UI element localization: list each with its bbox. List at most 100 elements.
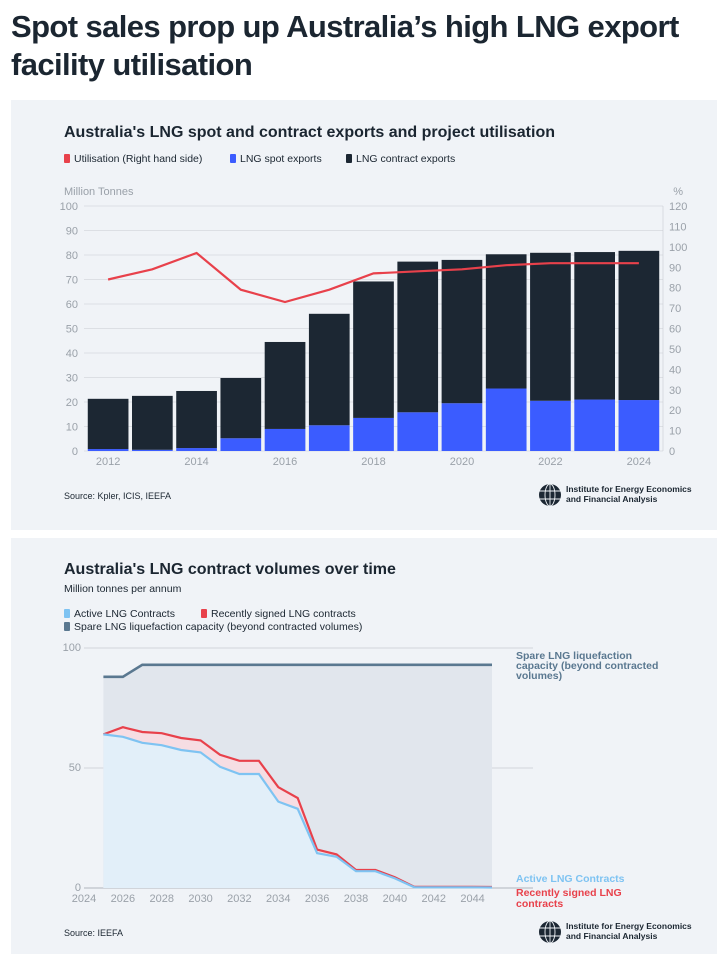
x-tick-label: 2030	[188, 893, 212, 905]
x-axis: 2012 2014 2016 2018 2020 2022 2024	[96, 456, 651, 468]
series-line-utilisation	[107, 251, 639, 304]
y2-tick-label: 110	[669, 221, 687, 233]
y2-tick-label: 20	[669, 405, 681, 417]
y-tick-label: 0	[75, 882, 81, 894]
legend-label-utilisation: Utilisation (Right hand side)	[74, 153, 202, 165]
x-tick-label: 2020	[450, 456, 474, 468]
y2-tick-label: 80	[669, 283, 681, 295]
bar-contract-2013	[132, 395, 173, 450]
bar-spot-2018	[353, 417, 394, 451]
legend-swatch-spot	[230, 154, 236, 163]
chart-legend: Active LNG Contracts Recently signed LNG…	[64, 608, 362, 633]
chart-legend: Utilisation (Right hand side) LNG spot e…	[64, 153, 455, 165]
bar-spot-2015	[220, 438, 262, 451]
y2-tick-label: 30	[669, 385, 681, 397]
legend-label-spare: Spare LNG liquefaction capacity (beyond …	[74, 621, 362, 633]
legend-label-recent: Recently signed LNG contracts	[211, 608, 356, 620]
y2-tick-label: 50	[669, 344, 681, 356]
bar-contract-2023	[574, 252, 615, 400]
x-tick-label: 2044	[460, 893, 484, 905]
bar-contract-2014	[176, 390, 217, 449]
y2-tick-label: 0	[669, 446, 675, 458]
end-label-spare-line2: capacity (beyond contracted	[516, 660, 658, 672]
legend-swatch-spare	[64, 622, 70, 631]
end-label-recent-line2: contracts	[516, 898, 563, 910]
y-tick-label: 80	[66, 250, 78, 262]
end-label-active: Active LNG Contracts	[516, 873, 625, 885]
y2-tick-label: 10	[669, 426, 681, 438]
y-tick-label: 30	[66, 373, 78, 385]
y-axis-right: 0 10 20 30 40 50 60 70 80 90 100 110 120	[669, 201, 687, 458]
y-axis-label-left: Million Tonnes	[64, 186, 134, 198]
x-axis: 2024 2026 2028 2030 2032 2034 2036 2038 2040 2042…	[72, 893, 485, 905]
series-line-active	[103, 733, 493, 889]
logo-text-line1: Institute for Energy Economics	[566, 921, 692, 931]
y-axis-label-right: %	[673, 186, 683, 198]
end-label-recent-line1: Recently signed LNG	[516, 887, 622, 899]
y-tick-label: 100	[60, 201, 78, 213]
bar-spot-2023	[574, 399, 615, 451]
y-axis-left: 0 10 20 30 40 50 60 70 80 90 100	[60, 201, 78, 458]
y2-tick-label: 90	[669, 262, 681, 274]
source-note: Source: IEEFA	[64, 928, 123, 938]
y2-tick-label: 40	[669, 364, 681, 376]
bar-contract-2024	[618, 250, 660, 401]
bar-contract-2020	[441, 259, 483, 404]
x-tick-label: 2024	[72, 893, 96, 905]
legend-label-contract: LNG contract exports	[356, 153, 455, 165]
ieefa-logo: Institute for Energy Economics and Finan…	[539, 483, 692, 507]
legend-swatch-contract	[346, 154, 352, 163]
y-tick-label: 50	[69, 762, 81, 774]
contract-chart-panel: Australia's LNG contract volumes over ti…	[11, 538, 717, 954]
ieefa-logo: Institute for Energy Economics and Finan…	[539, 920, 692, 944]
end-label-spare: Spare LNG liquefaction capacity (beyond …	[516, 650, 658, 682]
x-tick-label: 2034	[266, 893, 290, 905]
x-tick-label: 2014	[184, 456, 208, 468]
legend-label-active: Active LNG Contracts	[74, 608, 175, 620]
chart-title: Australia's LNG contract volumes over ti…	[64, 561, 396, 578]
bar-contract-2017	[308, 313, 350, 426]
series-line-spare	[103, 663, 492, 679]
y-tick-label: 40	[66, 348, 78, 360]
x-tick-label: 2040	[383, 893, 407, 905]
bar-contract-2019	[397, 261, 439, 413]
globe-icon	[539, 920, 561, 944]
contract-chart: Australia's LNG contract volumes over ti…	[63, 561, 692, 944]
x-tick-label: 2016	[273, 456, 297, 468]
bar-contract-2022	[530, 252, 571, 401]
legend-swatch-utilisation	[64, 154, 70, 163]
y2-tick-label: 70	[669, 303, 681, 315]
chart-subtitle: Million tonnes per annum	[64, 583, 182, 595]
end-label-recent: Recently signed LNG contracts	[516, 887, 622, 910]
legend-label-spot: LNG spot exports	[240, 153, 322, 165]
bar-spot-2014	[176, 448, 217, 451]
bar-spot-2013	[132, 449, 173, 451]
x-tick-label: 2038	[344, 893, 368, 905]
bar-spot-2012	[87, 449, 129, 451]
bar-contract-2015	[220, 377, 262, 439]
bars	[87, 250, 660, 451]
y-tick-label: 100	[63, 642, 81, 654]
source-note: Source: Kpler, ICIS, IEEFA	[64, 491, 171, 501]
y2-tick-label: 120	[669, 201, 687, 213]
y-tick-label: 70	[66, 275, 78, 287]
bar-contract-2012	[87, 398, 129, 450]
x-tick-label: 2018	[361, 456, 385, 468]
export-chart: Australia's LNG spot and contract export…	[60, 124, 692, 507]
x-tick-label: 2036	[305, 893, 329, 905]
legend-swatch-active	[64, 609, 70, 618]
x-tick-label: 2012	[96, 456, 120, 468]
x-tick-label: 2042	[421, 893, 445, 905]
bar-spot-2020	[441, 403, 483, 451]
y-tick-label: 90	[66, 226, 78, 238]
bar-spot-2022	[530, 400, 571, 451]
y2-tick-label: 60	[669, 324, 681, 336]
bar-contract-2016	[264, 341, 306, 429]
bar-spot-2021	[485, 388, 527, 451]
x-tick-label: 2026	[111, 893, 135, 905]
logo-text-line2: and Financial Analysis	[566, 931, 658, 941]
legend-swatch-recent	[201, 609, 207, 618]
x-tick-label: 2028	[149, 893, 173, 905]
y-tick-label: 60	[66, 299, 78, 311]
bar-contract-2021	[485, 254, 527, 389]
